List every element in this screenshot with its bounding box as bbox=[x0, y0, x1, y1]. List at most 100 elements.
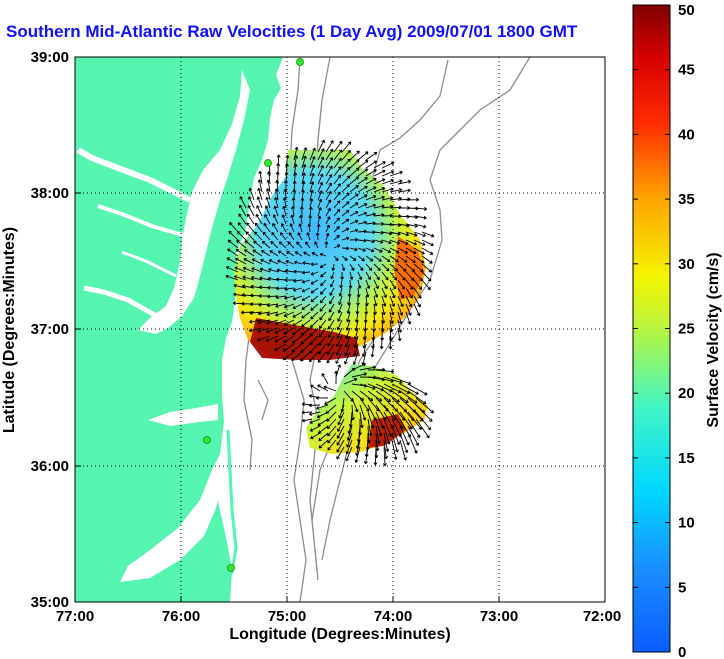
velocity-arrow bbox=[247, 204, 255, 217]
velocity-arrow bbox=[333, 149, 343, 161]
velocity-arrow bbox=[318, 335, 327, 346]
velocity-arrow bbox=[317, 139, 325, 153]
velocity-arrow bbox=[373, 169, 386, 177]
velocity-arrow bbox=[318, 425, 329, 434]
velocity-arrow bbox=[280, 223, 287, 233]
velocity-arrow bbox=[421, 231, 435, 238]
velocity-arrow bbox=[331, 263, 336, 271]
velocity-arrow bbox=[283, 319, 295, 326]
velocity-arrow bbox=[365, 263, 373, 271]
x-tick-label: 72:00 bbox=[583, 608, 621, 625]
velocity-arrow bbox=[338, 295, 343, 305]
velocity-arrow bbox=[334, 370, 339, 385]
velocity-arrow bbox=[324, 397, 337, 405]
velocity-arrow bbox=[248, 187, 255, 201]
velocity-arrow bbox=[389, 255, 399, 263]
velocity-arrow bbox=[266, 311, 279, 316]
chesapeake-bay bbox=[138, 70, 250, 334]
velocity-arrow bbox=[309, 181, 315, 193]
velocity-arrow bbox=[328, 319, 335, 330]
velocity-arrow bbox=[264, 214, 271, 225]
velocity-arrow bbox=[349, 184, 359, 193]
velocity-arrow bbox=[226, 266, 239, 273]
velocity-arrow bbox=[375, 390, 391, 403]
velocity-arrow bbox=[349, 228, 359, 233]
velocity-arrow bbox=[328, 311, 335, 322]
velocity-arrow bbox=[352, 351, 359, 365]
velocity-arrow bbox=[291, 197, 296, 209]
velocity-arrow bbox=[258, 302, 271, 307]
velocity-arrow bbox=[274, 343, 287, 351]
velocity-arrow bbox=[333, 244, 341, 249]
velocity-arrow bbox=[254, 222, 263, 233]
velocity-arrow bbox=[397, 311, 403, 325]
colorbar-label: Surface Velocity (cm/s) bbox=[705, 252, 722, 427]
velocity-arrow bbox=[243, 258, 255, 265]
velocity-arrow bbox=[318, 432, 329, 442]
velocity-arrow bbox=[389, 271, 398, 281]
velocity-arrow bbox=[389, 247, 400, 254]
radar-station bbox=[227, 564, 235, 572]
velocity-arrow bbox=[325, 157, 333, 169]
velocity-arrow bbox=[234, 266, 247, 273]
velocity-arrow bbox=[320, 271, 327, 278]
velocity-arrow bbox=[301, 295, 311, 302]
velocity-arrow bbox=[279, 232, 287, 241]
velocity-arrow bbox=[354, 446, 361, 463]
velocity-arrow bbox=[265, 188, 271, 201]
velocity-arrow bbox=[291, 206, 295, 217]
velocity-arrow bbox=[399, 432, 409, 454]
velocity-arrow bbox=[282, 197, 287, 209]
velocity-arrow bbox=[353, 327, 359, 340]
velocity-arrow bbox=[346, 432, 353, 448]
james-river bbox=[83, 285, 162, 321]
velocity-arrow bbox=[349, 150, 360, 161]
velocity-arrow bbox=[301, 311, 311, 319]
map-title: Southern Mid-Atlantic Raw Velocities (1 … bbox=[6, 22, 578, 41]
y-tick-label: 36:00 bbox=[31, 458, 69, 475]
velocity-arrow bbox=[375, 369, 395, 374]
velocity-arrow bbox=[399, 439, 407, 461]
velocity-arrow bbox=[309, 335, 319, 346]
velocity-arrow bbox=[257, 319, 271, 325]
velocity-arrow bbox=[389, 239, 401, 245]
velocity-arrow bbox=[333, 208, 341, 217]
velocity-arrow bbox=[266, 327, 279, 334]
velocity-arrow bbox=[303, 251, 311, 257]
velocity-arrow bbox=[253, 240, 263, 249]
velocity-arrow bbox=[306, 232, 311, 241]
velocity-arrow bbox=[266, 179, 271, 193]
velocity-arrow bbox=[337, 303, 343, 314]
velocity-arrow bbox=[317, 351, 327, 363]
velocity-arrow bbox=[333, 226, 340, 233]
velocity-arrow bbox=[325, 224, 330, 233]
velocity-arrow bbox=[301, 270, 311, 275]
velocity-arrow bbox=[327, 327, 335, 338]
velocity-arrow bbox=[261, 240, 271, 249]
velocity-arrow bbox=[317, 156, 325, 169]
velocity-arrow bbox=[301, 155, 307, 169]
velocity-arrow bbox=[336, 319, 343, 331]
velocity-arrow bbox=[381, 303, 386, 316]
velocity-arrow bbox=[415, 397, 434, 414]
velocity-arrow bbox=[249, 319, 263, 324]
velocity-arrow bbox=[294, 251, 303, 257]
velocity-arrow bbox=[389, 263, 399, 272]
velocity-arrow bbox=[300, 335, 311, 345]
velocity-arrow bbox=[317, 384, 329, 392]
velocity-arrow bbox=[333, 217, 340, 225]
velocity-arrow bbox=[381, 161, 395, 169]
velocity-arrow bbox=[349, 211, 359, 217]
velocity-arrow bbox=[365, 203, 377, 209]
velocity-arrow bbox=[397, 255, 408, 263]
velocity-arrow bbox=[283, 311, 295, 318]
velocity-arrow bbox=[365, 151, 378, 161]
velocity-arrow bbox=[367, 418, 373, 437]
velocity-arrow bbox=[341, 263, 346, 272]
x-axis-label: Longitude (Degrees:Minutes) bbox=[229, 626, 450, 643]
y-tick-label: 39:00 bbox=[31, 49, 69, 66]
velocity-arrow bbox=[314, 241, 319, 249]
velocity-arrow bbox=[343, 377, 358, 385]
velocity-arrow bbox=[320, 279, 327, 287]
